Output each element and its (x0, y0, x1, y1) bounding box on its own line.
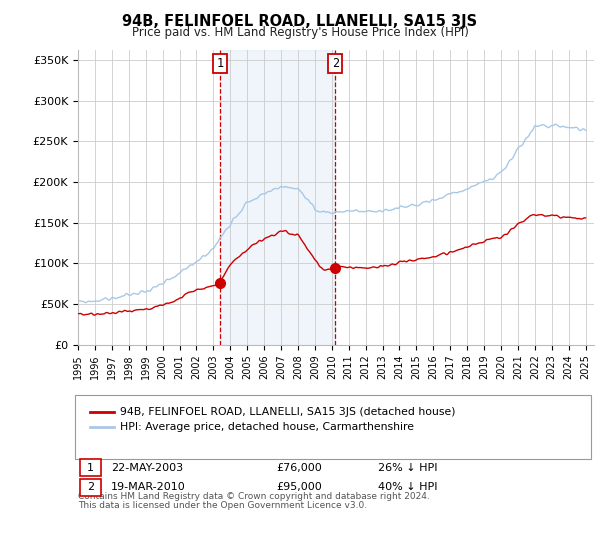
Text: Price paid vs. HM Land Registry's House Price Index (HPI): Price paid vs. HM Land Registry's House … (131, 26, 469, 39)
Text: 1: 1 (87, 463, 94, 473)
Text: £76,000: £76,000 (276, 463, 322, 473)
Text: This data is licensed under the Open Government Licence v3.0.: This data is licensed under the Open Gov… (78, 501, 367, 510)
Text: 19-MAR-2010: 19-MAR-2010 (111, 482, 186, 492)
Text: Contains HM Land Registry data © Crown copyright and database right 2024.: Contains HM Land Registry data © Crown c… (78, 492, 430, 501)
Text: 1: 1 (217, 57, 223, 70)
Text: £95,000: £95,000 (276, 482, 322, 492)
Text: HPI: Average price, detached house, Carmarthenshire: HPI: Average price, detached house, Carm… (120, 422, 414, 432)
Bar (220, 50, 335, 345)
Text: 94B, FELINFOEL ROAD, LLANELLI, SA15 3JS: 94B, FELINFOEL ROAD, LLANELLI, SA15 3JS (122, 14, 478, 29)
Text: 94B, FELINFOEL ROAD, LLANELLI, SA15 3JS (detached house): 94B, FELINFOEL ROAD, LLANELLI, SA15 3JS … (120, 407, 455, 417)
Text: 2: 2 (332, 57, 339, 70)
Text: 26% ↓ HPI: 26% ↓ HPI (378, 463, 437, 473)
Text: 2: 2 (87, 482, 94, 492)
Text: 22-MAY-2003: 22-MAY-2003 (111, 463, 183, 473)
Text: 40% ↓ HPI: 40% ↓ HPI (378, 482, 437, 492)
